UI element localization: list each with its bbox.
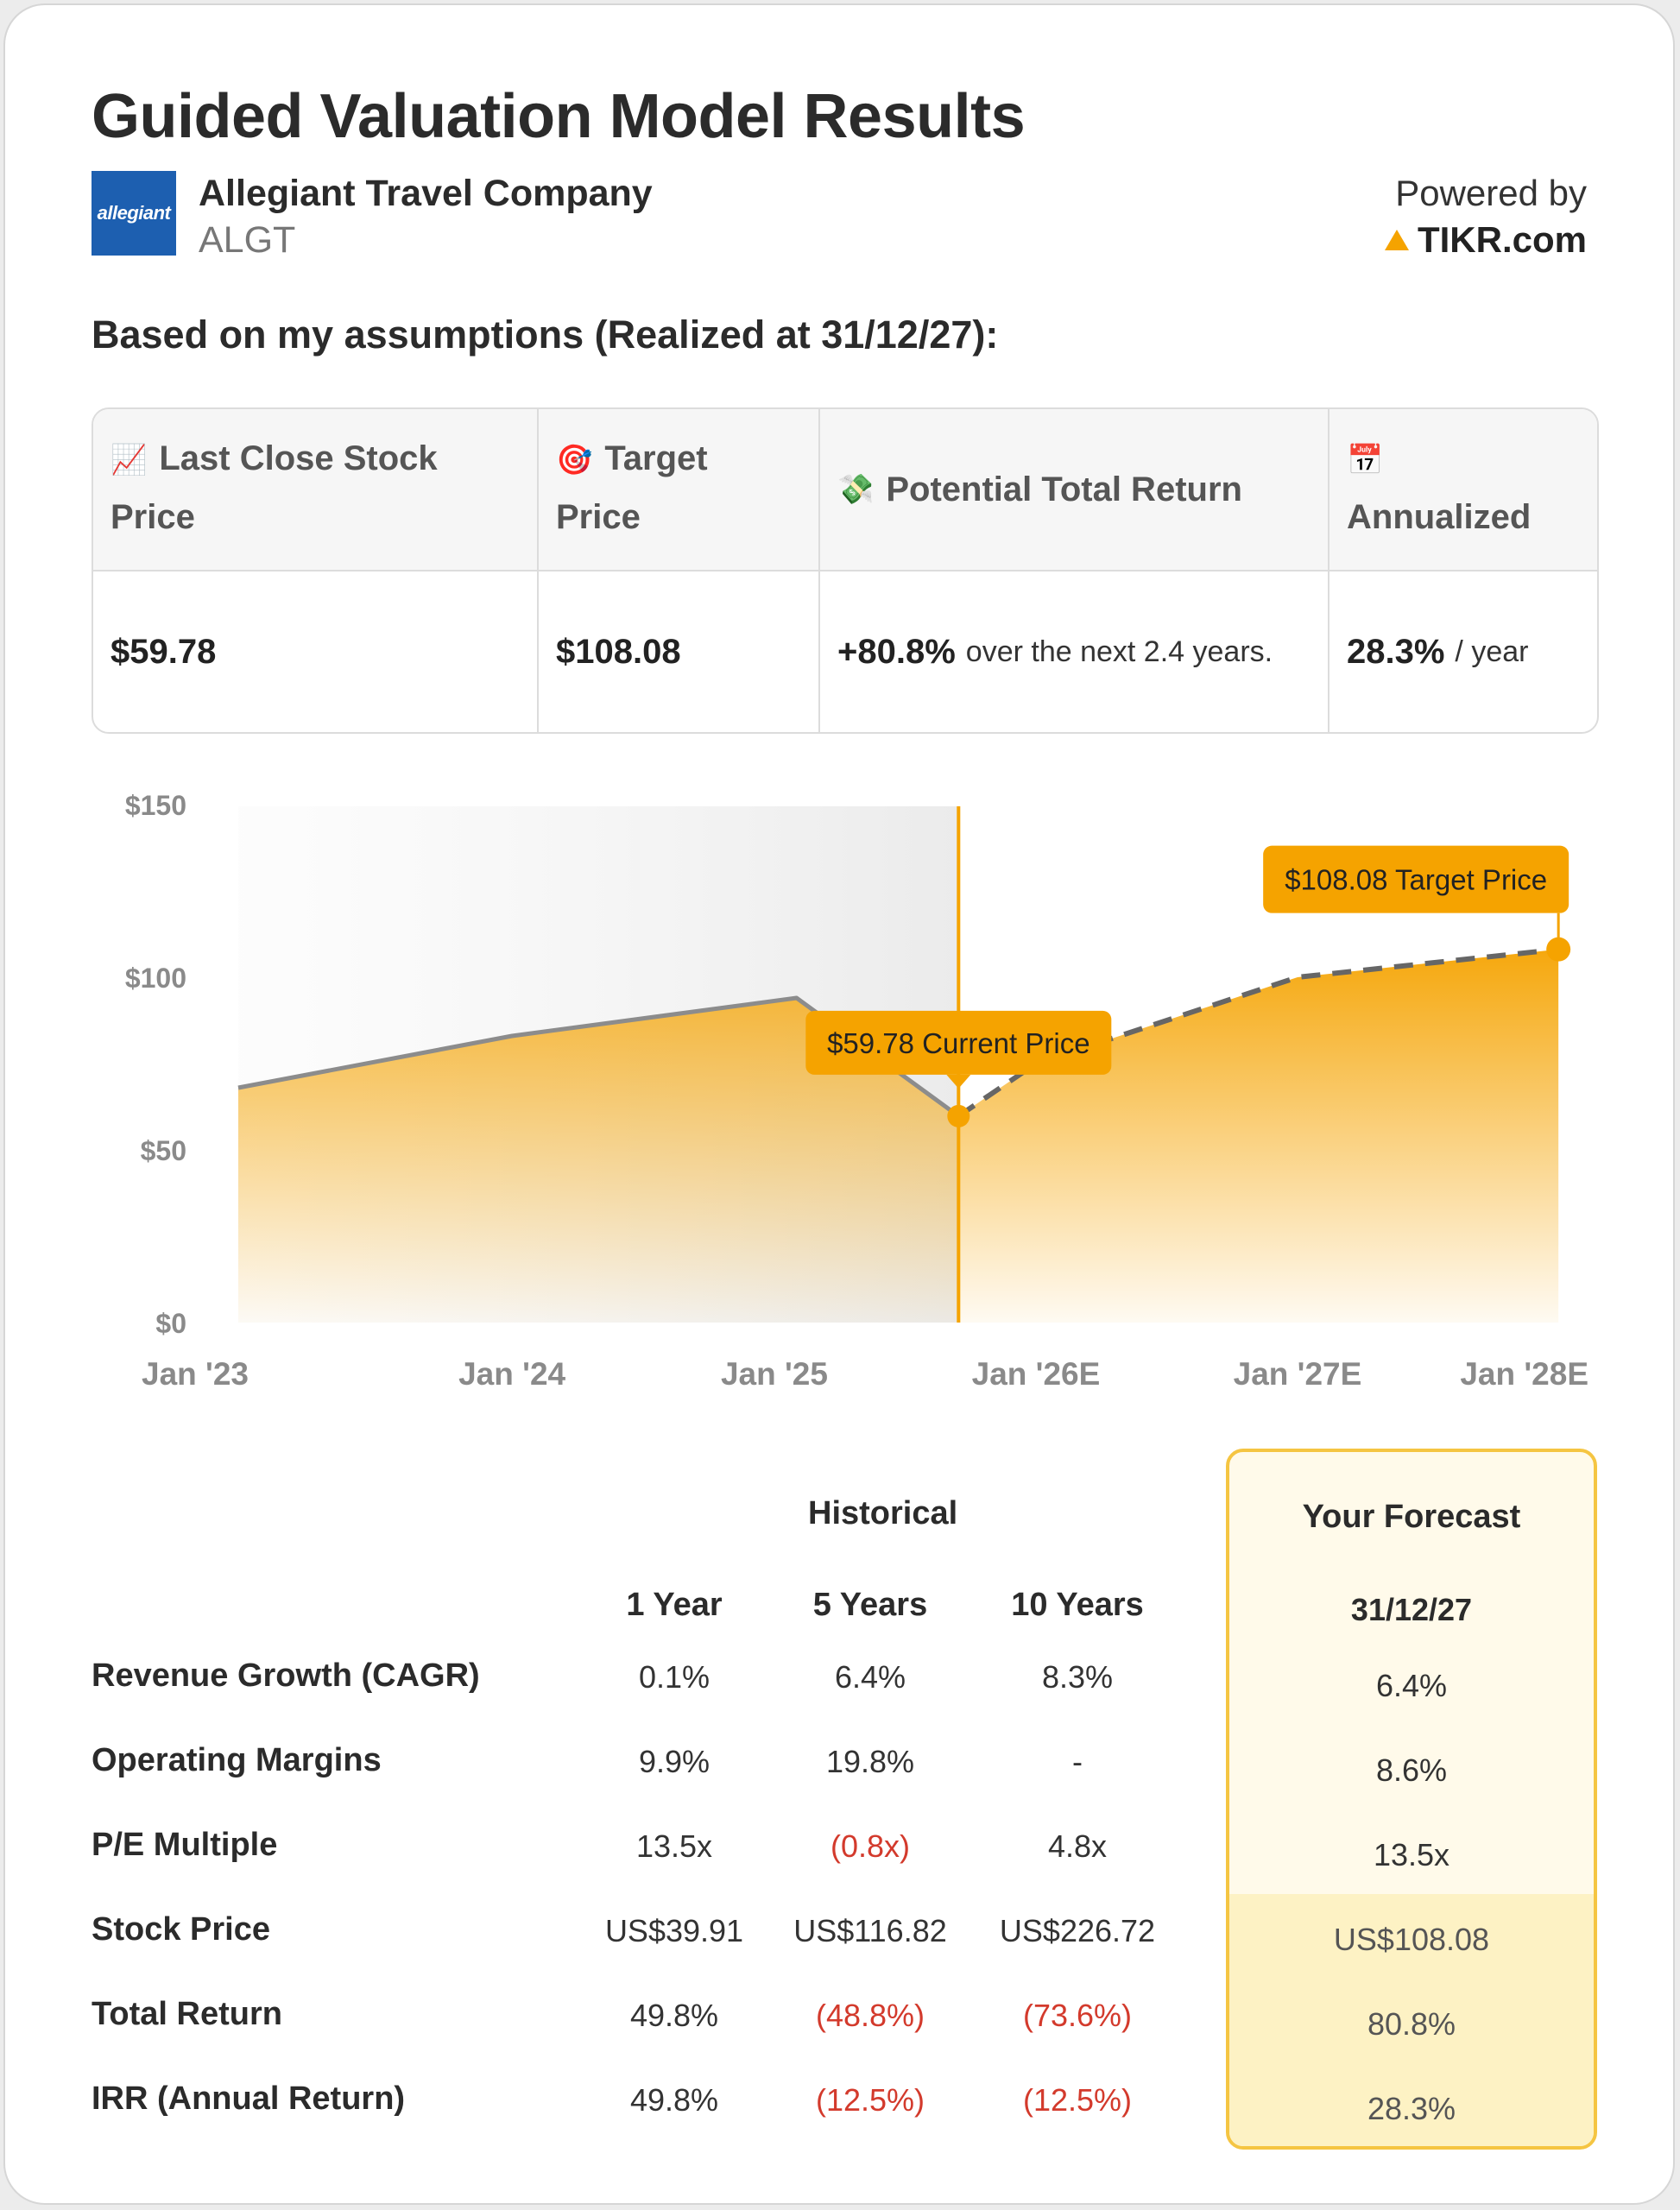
forecast-line (957, 946, 1559, 1119)
calendar-icon: 📅 (1347, 444, 1384, 477)
col-header-5-years: 5 Years (812, 1587, 928, 1623)
y-tick-label: $0 (155, 1308, 186, 1339)
pe-multiple-1y: 13.5x (635, 1828, 713, 1864)
x-tick-label: Jan '23 (142, 1356, 249, 1392)
y-tick-label: $50 (141, 1135, 186, 1166)
forecast-results-band (1229, 1894, 1594, 2146)
last-close-cell: $59.78 (93, 571, 539, 732)
tikr-logo-icon (1384, 230, 1409, 250)
target-price-point (1546, 937, 1571, 962)
x-tick-label: Jan '26E (972, 1356, 1101, 1392)
current-price-tooltip (805, 1010, 1112, 1075)
tikr-brand[interactable]: TIKR.com (1384, 219, 1587, 261)
annualized-value: 28.3% (1347, 632, 1445, 671)
target-icon: 🎯 (556, 444, 593, 477)
forecast-operating-margins[interactable]: 8.6% (1375, 1752, 1448, 1788)
forecast-area (958, 949, 1559, 1323)
page-title: Guided Valuation Model Results (92, 82, 1026, 151)
total-return-10y: (73.6%) (1022, 1998, 1133, 2033)
header-last-close-label: Last Close Stock Price (111, 439, 438, 536)
potential-cell: +80.8% over the next 2.4 years. (820, 571, 1329, 732)
pe-multiple-5y: (0.8x) (830, 1828, 911, 1864)
chart-increasing-icon: 📈 (111, 444, 148, 477)
stock-price-1y: US$39.91 (604, 1913, 744, 1948)
x-tick-label: Jan '24 (458, 1356, 565, 1392)
irr-10y: (12.5%) (1022, 2082, 1133, 2118)
forecast-panel: Your Forecast 31/12/27 6.4% 8.6% 13.5x U… (1226, 1449, 1597, 2150)
header-annualized-label: Annualized (1347, 498, 1532, 536)
forecast-title: Your Forecast (1302, 1499, 1521, 1535)
header-potential-label: Potential Total Return (886, 470, 1242, 508)
x-tick-label: Jan '27E (1234, 1356, 1362, 1392)
target-cell: $108.08 (539, 571, 820, 732)
tikr-brand-text: TIKR.com (1417, 219, 1587, 260)
potential-value: +80.8% (837, 632, 956, 671)
current-price-label: $59.78 Current Price (827, 1027, 1090, 1059)
irr-1y: 49.8% (629, 2082, 719, 2118)
col-header-1-year: 1 Year (626, 1587, 723, 1623)
target-value: $108.08 (556, 632, 681, 671)
potential-note: over the next 2.4 years. (965, 635, 1273, 668)
operating-margins-1y: 9.9% (638, 1744, 711, 1779)
row-label-pe-multiple: P/E Multiple (92, 1827, 278, 1863)
money-icon: 💸 (837, 473, 875, 506)
annualized-cell: 28.3% / year (1329, 571, 1597, 732)
powered-by-label: Powered by (1395, 173, 1587, 213)
x-tick-label: Jan '28E (1460, 1356, 1588, 1392)
forecast-revenue-growth[interactable]: 6.4% (1375, 1668, 1448, 1703)
total-return-1y: 49.8% (629, 1998, 719, 2033)
target-price-label: $108.08 Target Price (1285, 864, 1547, 896)
company-name: Allegiant Travel Company (199, 173, 653, 214)
assumptions-heading: Based on my assumptions (Realized at 31/… (92, 313, 999, 357)
row-label-total-return: Total Return (92, 1996, 282, 2032)
company-logo: allegiant (92, 171, 176, 256)
company-ticker: ALGT (199, 219, 296, 261)
revenue-growth-10y: 8.3% (1041, 1659, 1114, 1695)
header-target: 🎯 Target Price (539, 409, 820, 571)
irr-5y: (12.5%) (815, 2082, 925, 2118)
last-close-value: $59.78 (111, 632, 217, 671)
total-return-5y: (48.8%) (815, 1998, 925, 2033)
logo-text: allegiant (97, 202, 171, 224)
row-label-stock-price: Stock Price (92, 1911, 270, 1948)
current-price-tooltip-pointer (946, 1074, 971, 1089)
col-header-10-years: 10 Years (1011, 1587, 1144, 1623)
target-price-tooltip (1263, 845, 1569, 913)
row-label-irr: IRR (Annual Return) (92, 2081, 406, 2117)
y-tick-label: $100 (125, 963, 186, 994)
x-tick-label: Jan '25 (721, 1356, 828, 1392)
historical-area (238, 998, 959, 1323)
header-last-close: 📈 Last Close Stock Price (93, 409, 539, 571)
stock-price-10y: US$226.72 (999, 1913, 1156, 1948)
row-label-operating-margins: Operating Margins (92, 1742, 382, 1778)
header-potential: 💸 Potential Total Return (820, 409, 1329, 571)
pe-multiple-10y: 4.8x (1047, 1828, 1108, 1864)
summary-table: 📈 Last Close Stock Price 🎯 Target Price 💸 P… (92, 407, 1599, 734)
revenue-growth-1y: 0.1% (638, 1659, 711, 1695)
forecast-total-return: 80.8% (1367, 2006, 1456, 2042)
operating-margins-5y: 19.8% (825, 1744, 915, 1779)
forecast-date: 31/12/27 (1350, 1592, 1473, 1627)
operating-margins-10y: - (1072, 1744, 1083, 1779)
header-annualized: 📅 Annualized (1329, 409, 1597, 571)
stock-price-5y: US$116.82 (793, 1913, 947, 1948)
revenue-growth-5y: 6.4% (834, 1659, 906, 1695)
current-price-point (947, 1104, 970, 1127)
row-label-revenue-growth: Revenue Growth (CAGR) (92, 1658, 480, 1694)
header-target-label: Target Price (556, 439, 708, 536)
forecast-pe-multiple[interactable]: 13.5x (1373, 1837, 1450, 1872)
valuation-card: Guided Valuation Model Results allegiant… (3, 3, 1675, 2205)
forecast-stock-price: US$108.08 (1333, 1922, 1490, 1957)
forecast-irr: 28.3% (1367, 2091, 1456, 2126)
y-tick-label: $150 (125, 790, 186, 821)
historical-header: Historical (808, 1495, 958, 1531)
price-chart: $150 $100 $50 $0 $59.78 Current Price $108.08… (125, 790, 1588, 1392)
annualized-note: / year (1455, 635, 1529, 668)
